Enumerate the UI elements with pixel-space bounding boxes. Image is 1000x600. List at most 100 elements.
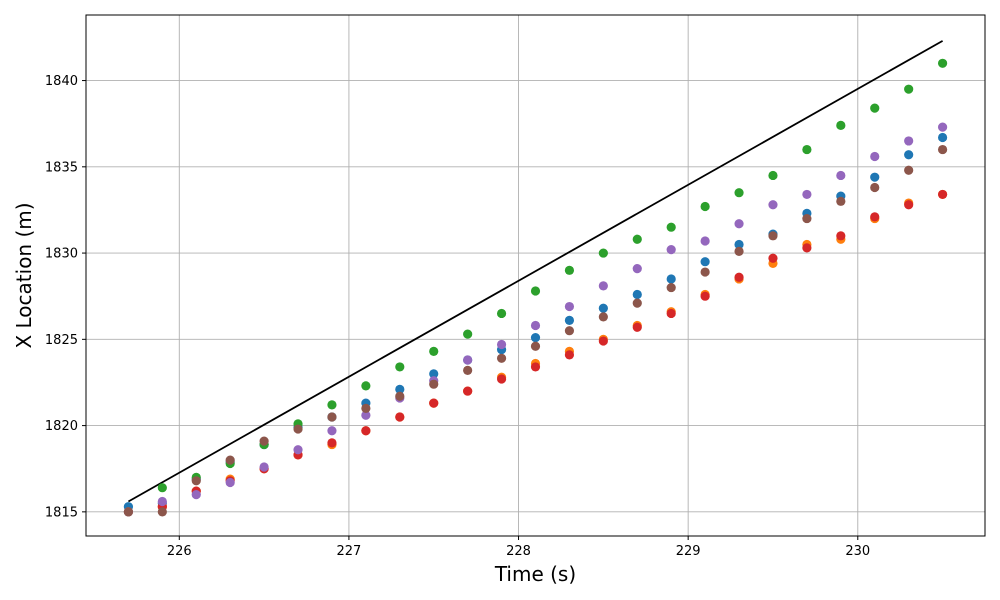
data-point <box>192 490 201 499</box>
data-point <box>802 243 811 252</box>
data-point <box>463 330 472 339</box>
data-point <box>870 152 879 161</box>
y-axis-label: X Location (m) <box>12 202 36 348</box>
data-point <box>497 340 506 349</box>
y-tick-label: 1840 <box>45 74 78 89</box>
series-6 <box>124 145 947 516</box>
data-point <box>938 133 947 142</box>
data-point <box>701 236 710 245</box>
x-tick-label: 228 <box>506 544 531 559</box>
data-point <box>158 507 167 516</box>
data-point <box>870 183 879 192</box>
data-point <box>124 507 133 516</box>
data-point <box>701 257 710 266</box>
data-point <box>395 412 404 421</box>
data-point <box>870 212 879 221</box>
data-point <box>701 292 710 301</box>
trend-line <box>128 41 942 502</box>
data-point <box>904 200 913 209</box>
data-point <box>429 380 438 389</box>
data-point <box>497 309 506 318</box>
x-tick-label: 229 <box>676 544 701 559</box>
x-axis-ticks: 226 227 228 229 230 <box>167 536 870 559</box>
data-point <box>158 497 167 506</box>
data-point <box>565 326 574 335</box>
data-point <box>531 321 540 330</box>
data-point <box>361 381 370 390</box>
series-3 <box>124 59 947 517</box>
data-point <box>734 188 743 197</box>
data-point <box>667 223 676 232</box>
data-point <box>904 166 913 175</box>
data-point <box>904 150 913 159</box>
data-point <box>938 145 947 154</box>
data-point <box>938 123 947 132</box>
data-point <box>565 350 574 359</box>
data-point <box>633 264 642 273</box>
data-point <box>938 59 947 68</box>
x-tick-label: 227 <box>337 544 362 559</box>
data-point <box>938 190 947 199</box>
data-point <box>463 355 472 364</box>
data-point <box>327 412 336 421</box>
data-point <box>599 312 608 321</box>
data-point <box>599 336 608 345</box>
y-tick-label: 1830 <box>45 247 78 262</box>
data-point <box>293 445 302 454</box>
data-point <box>531 342 540 351</box>
data-point <box>497 354 506 363</box>
data-point <box>667 245 676 254</box>
series-4 <box>124 190 947 517</box>
x-axis-label: Time (s) <box>494 562 576 586</box>
data-point <box>327 426 336 435</box>
data-point <box>734 247 743 256</box>
y-axis-ticks: 1815 1820 1825 1830 1835 1840 <box>45 74 86 520</box>
data-point <box>192 476 201 485</box>
data-point <box>565 316 574 325</box>
y-tick-label: 1835 <box>45 160 78 175</box>
data-point <box>904 85 913 94</box>
data-point <box>768 231 777 240</box>
data-point <box>667 283 676 292</box>
data-point <box>361 404 370 413</box>
data-point <box>802 145 811 154</box>
data-point <box>531 286 540 295</box>
data-point <box>361 426 370 435</box>
data-point <box>599 304 608 313</box>
data-point <box>497 374 506 383</box>
data-point <box>667 309 676 318</box>
series-5 <box>124 123 947 517</box>
x-tick-label: 230 <box>845 544 870 559</box>
data-point <box>768 254 777 263</box>
data-point <box>870 173 879 182</box>
data-point <box>701 267 710 276</box>
data-point <box>293 424 302 433</box>
data-point <box>327 438 336 447</box>
data-point <box>836 121 845 130</box>
data-point <box>870 104 879 113</box>
data-point <box>836 231 845 240</box>
data-point <box>836 171 845 180</box>
data-point <box>565 266 574 275</box>
data-point <box>633 235 642 244</box>
data-point <box>836 197 845 206</box>
data-point <box>395 392 404 401</box>
data-point <box>226 455 235 464</box>
y-tick-label: 1825 <box>45 333 78 348</box>
data-point <box>633 290 642 299</box>
data-point <box>633 299 642 308</box>
y-tick-label: 1815 <box>45 505 78 520</box>
data-point <box>531 333 540 342</box>
data-point <box>429 399 438 408</box>
data-point <box>327 400 336 409</box>
scatter-points <box>124 59 947 517</box>
data-point <box>802 214 811 223</box>
data-point <box>734 219 743 228</box>
data-point <box>734 273 743 282</box>
data-point <box>565 302 574 311</box>
data-point <box>904 136 913 145</box>
data-point <box>463 366 472 375</box>
data-point <box>429 347 438 356</box>
data-point <box>395 362 404 371</box>
